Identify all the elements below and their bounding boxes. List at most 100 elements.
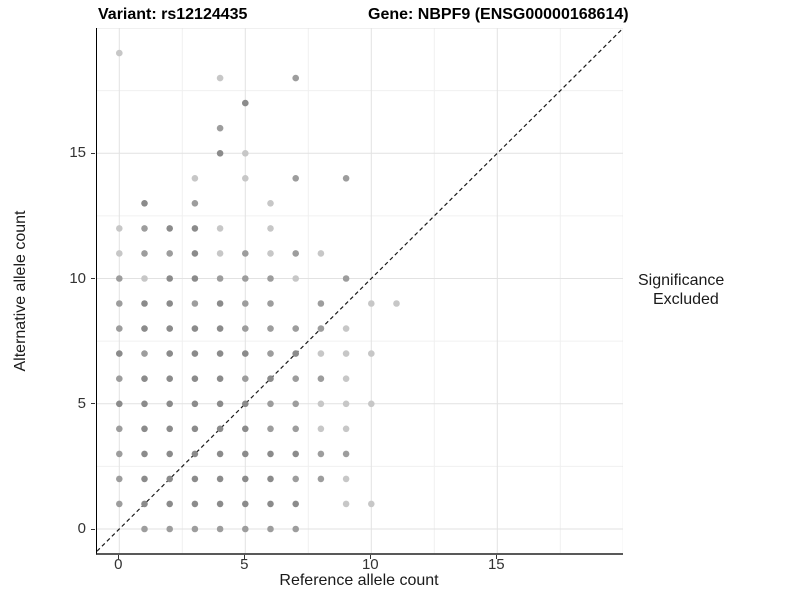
data-point [317,250,325,257]
data-point [216,350,224,357]
data-point [242,99,249,107]
data-point [267,350,274,357]
data-point [116,450,123,458]
data-point [342,400,350,408]
data-point [191,175,199,182]
data-point [141,525,148,533]
data-point [191,425,199,433]
variant-title: Variant: rs12124435 [98,6,248,23]
identity-line [97,28,623,552]
data-point [216,450,224,458]
data-point [267,250,274,257]
data-point [242,475,249,483]
x-tick-mark [495,555,497,559]
data-point [141,425,148,433]
data-point [166,250,173,257]
data-point [216,74,224,82]
data-point [141,350,148,357]
data-point [292,275,299,282]
data-point [342,375,350,383]
data-point [292,425,299,433]
data-point [292,450,299,458]
data-point [116,250,123,257]
data-point [216,400,224,408]
data-point [166,525,173,533]
x-tick-label: 0 [114,556,123,573]
y-tick-label: 5 [77,394,86,412]
data-point [242,350,249,357]
data-point [216,124,224,132]
x-axis-title: Reference allele count [279,572,439,589]
data-point [191,275,199,282]
data-point [166,400,173,408]
data-point [368,500,375,508]
data-point [242,300,249,307]
data-point [141,325,148,332]
data-point [267,450,274,458]
data-point [267,525,274,533]
data-point [267,300,274,307]
legend-item-excluded: Excluded [638,291,724,309]
data-point [267,475,274,483]
data-point [141,225,148,232]
data-point [317,325,325,332]
data-point [216,300,224,307]
data-point [216,425,224,433]
data-point [191,500,199,508]
y-tick-mark [91,278,95,279]
data-point [342,175,350,182]
data-point [242,150,249,157]
data-point [216,525,224,533]
data-point [141,475,148,483]
data-point [191,325,199,332]
scatter-plot-svg [97,28,623,553]
x-tick-label: 5 [240,556,249,573]
data-point [292,74,299,82]
data-point [317,300,325,307]
data-point [116,225,123,232]
data-point [342,275,350,282]
data-point [116,375,123,383]
x-tick-mark [243,555,245,559]
data-point [242,175,249,182]
data-point [191,525,199,533]
data-point [368,300,375,307]
x-tick-mark [369,555,371,559]
data-point [317,375,325,383]
data-point [166,475,173,483]
x-tick-label: 10 [361,556,379,573]
data-point [141,250,148,257]
data-point [242,500,249,508]
data-point [292,175,299,182]
data-point [116,500,123,508]
data-point [267,400,274,408]
data-point [116,475,123,483]
data-point [141,450,148,458]
y-tick-mark [91,152,95,154]
y-tick-label: 10 [69,269,86,287]
data-point [166,300,173,307]
data-point [216,500,224,508]
data-point [166,275,173,282]
data-point [242,400,249,408]
data-point [292,250,299,257]
data-point [317,350,325,357]
data-point [141,200,148,207]
data-point [242,250,249,257]
data-point [317,400,325,408]
y-tick-label: 0 [77,520,86,537]
data-point [166,375,173,383]
data-point [116,325,123,332]
data-point [216,250,224,257]
data-point [317,425,325,433]
data-point [116,300,123,307]
data-point [342,450,350,458]
data-point [116,275,123,282]
data-point [267,225,274,232]
data-point [216,475,224,483]
data-point [216,275,224,282]
data-point [368,400,375,408]
data-point [292,350,299,357]
data-point [166,450,173,458]
x-tick-label: 15 [487,556,505,573]
